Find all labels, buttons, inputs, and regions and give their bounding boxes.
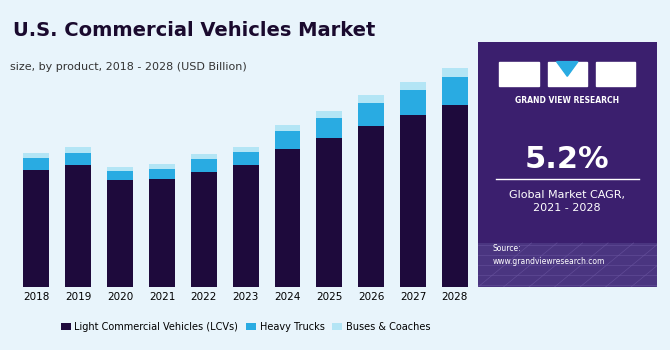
- Bar: [149, 164, 175, 169]
- Bar: [442, 68, 468, 77]
- Polygon shape: [557, 62, 578, 76]
- Bar: [191, 172, 217, 287]
- FancyBboxPatch shape: [596, 62, 635, 86]
- Bar: [275, 131, 300, 149]
- Bar: [23, 170, 50, 287]
- Bar: [358, 103, 384, 126]
- Bar: [232, 166, 259, 287]
- Bar: [149, 169, 175, 179]
- Text: size, by product, 2018 - 2028 (USD Billion): size, by product, 2018 - 2028 (USD Billi…: [10, 62, 247, 72]
- Bar: [316, 138, 342, 287]
- Text: Global Market CAGR,
2021 - 2028: Global Market CAGR, 2021 - 2028: [509, 190, 625, 213]
- Bar: [400, 82, 426, 90]
- Text: U.S. Commercial Vehicles Market: U.S. Commercial Vehicles Market: [13, 21, 376, 41]
- Bar: [358, 95, 384, 103]
- FancyBboxPatch shape: [478, 243, 657, 287]
- Bar: [107, 167, 133, 171]
- Bar: [107, 171, 133, 180]
- Bar: [191, 159, 217, 172]
- Text: 5.2%: 5.2%: [525, 145, 610, 174]
- Bar: [316, 118, 342, 138]
- Bar: [65, 166, 91, 287]
- Text: Source:
www.grandviewresearch.com: Source: www.grandviewresearch.com: [492, 244, 604, 266]
- Text: GRAND VIEW RESEARCH: GRAND VIEW RESEARCH: [515, 96, 619, 105]
- Bar: [65, 147, 91, 153]
- Bar: [65, 153, 91, 166]
- Bar: [191, 154, 217, 159]
- Bar: [442, 105, 468, 287]
- Bar: [232, 152, 259, 166]
- Bar: [23, 153, 50, 158]
- Bar: [400, 115, 426, 287]
- Bar: [232, 147, 259, 152]
- Bar: [316, 111, 342, 118]
- Legend: Light Commercial Vehicles (LCVs), Heavy Trucks, Buses & Coaches: Light Commercial Vehicles (LCVs), Heavy …: [57, 318, 434, 336]
- Bar: [23, 158, 50, 170]
- Bar: [275, 125, 300, 131]
- Bar: [275, 149, 300, 287]
- FancyBboxPatch shape: [499, 62, 539, 86]
- Bar: [358, 126, 384, 287]
- Bar: [442, 77, 468, 105]
- Bar: [149, 179, 175, 287]
- Bar: [400, 90, 426, 115]
- Bar: [107, 180, 133, 287]
- FancyBboxPatch shape: [547, 62, 587, 86]
